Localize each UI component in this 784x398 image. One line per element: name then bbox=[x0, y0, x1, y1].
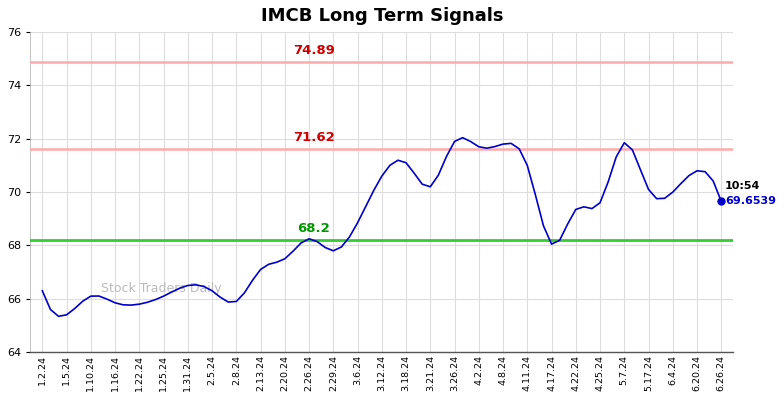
Title: IMCB Long Term Signals: IMCB Long Term Signals bbox=[260, 7, 503, 25]
Text: Stock Traders Daily: Stock Traders Daily bbox=[100, 281, 221, 295]
Text: 68.2: 68.2 bbox=[298, 222, 330, 235]
Text: 74.89: 74.89 bbox=[293, 44, 335, 57]
Text: 69.6539: 69.6539 bbox=[725, 196, 776, 206]
Text: 10:54: 10:54 bbox=[725, 181, 760, 191]
Text: 71.62: 71.62 bbox=[293, 131, 335, 144]
